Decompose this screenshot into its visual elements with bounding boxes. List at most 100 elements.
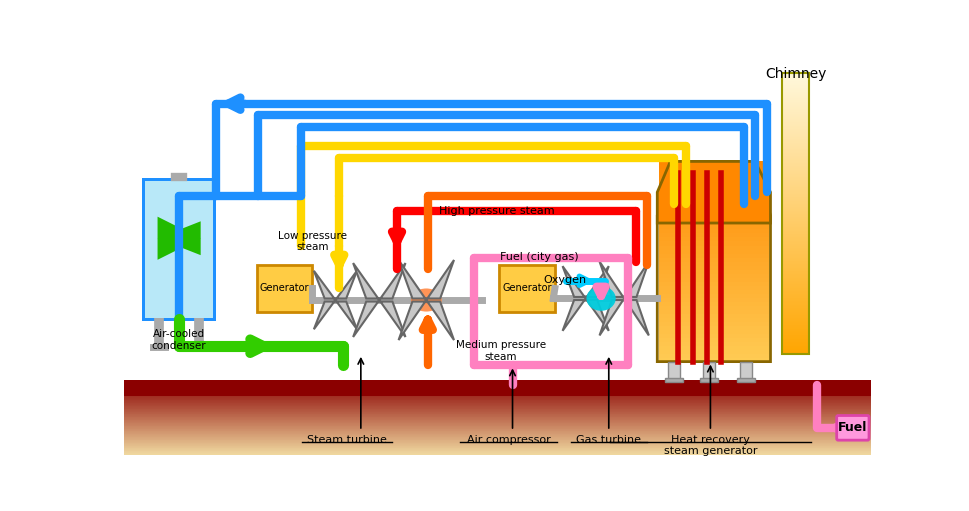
Bar xyxy=(781,230,808,231)
Bar xyxy=(781,253,808,254)
Bar xyxy=(781,80,808,81)
Bar xyxy=(781,323,808,324)
Bar xyxy=(123,394,870,396)
Bar xyxy=(781,191,808,192)
Text: Low pressure
steam: Low pressure steam xyxy=(277,231,347,252)
Bar xyxy=(781,259,808,260)
Polygon shape xyxy=(658,301,768,306)
Bar xyxy=(123,402,870,403)
Bar xyxy=(781,147,808,148)
Bar xyxy=(781,186,808,187)
Bar xyxy=(499,265,554,312)
Bar xyxy=(123,386,870,388)
Text: Air compressor: Air compressor xyxy=(466,435,550,445)
Bar xyxy=(781,171,808,172)
Bar xyxy=(739,362,751,381)
Bar xyxy=(781,260,808,261)
Bar xyxy=(781,280,808,281)
Bar xyxy=(781,184,808,185)
Bar xyxy=(123,414,870,416)
Polygon shape xyxy=(658,350,768,354)
Bar xyxy=(781,333,808,334)
Bar xyxy=(123,424,870,426)
Bar xyxy=(123,445,870,446)
Bar xyxy=(123,437,870,439)
Bar xyxy=(123,426,870,427)
Bar xyxy=(781,319,808,320)
Bar xyxy=(781,160,808,161)
Bar xyxy=(781,297,808,298)
Bar xyxy=(123,406,870,407)
Bar xyxy=(781,117,808,118)
Bar xyxy=(781,314,808,315)
Bar xyxy=(781,74,808,75)
Bar xyxy=(781,265,808,266)
Bar xyxy=(781,241,808,242)
Bar xyxy=(781,151,808,152)
Bar xyxy=(781,251,808,252)
Bar xyxy=(123,419,870,421)
Bar xyxy=(781,217,808,218)
Bar xyxy=(781,187,808,188)
Bar xyxy=(781,241,808,242)
Bar xyxy=(123,421,870,423)
Polygon shape xyxy=(658,310,768,314)
Bar xyxy=(781,215,808,216)
Bar xyxy=(781,86,808,87)
Ellipse shape xyxy=(411,289,441,312)
Polygon shape xyxy=(658,354,768,358)
Bar xyxy=(257,265,312,312)
Bar xyxy=(781,169,808,170)
Bar xyxy=(781,308,808,309)
Bar xyxy=(123,404,870,406)
Bar xyxy=(781,134,808,135)
Polygon shape xyxy=(157,221,201,255)
Text: Generator: Generator xyxy=(260,284,309,293)
Bar xyxy=(781,347,808,349)
Bar xyxy=(781,74,808,75)
Polygon shape xyxy=(658,205,768,210)
Bar xyxy=(781,300,808,301)
Bar xyxy=(123,454,870,455)
Bar xyxy=(123,434,870,435)
Bar xyxy=(781,216,808,217)
Bar xyxy=(781,133,808,134)
Bar xyxy=(781,281,808,282)
Bar xyxy=(781,189,808,190)
Bar xyxy=(781,114,808,115)
Bar xyxy=(781,89,808,90)
Bar xyxy=(781,177,808,178)
Polygon shape xyxy=(658,282,768,286)
Bar xyxy=(781,282,808,283)
Bar xyxy=(781,92,808,94)
Bar xyxy=(781,289,808,290)
Polygon shape xyxy=(314,271,357,300)
Polygon shape xyxy=(658,266,768,269)
Bar xyxy=(781,174,808,175)
Polygon shape xyxy=(658,269,768,273)
Bar xyxy=(781,221,808,222)
Bar xyxy=(781,188,808,189)
Bar xyxy=(781,269,808,270)
Bar xyxy=(123,440,870,442)
Bar xyxy=(781,317,808,318)
Bar xyxy=(781,161,808,162)
Polygon shape xyxy=(658,234,768,238)
Bar xyxy=(781,236,808,237)
Bar xyxy=(781,127,808,128)
Polygon shape xyxy=(658,245,768,249)
Bar xyxy=(123,405,870,406)
Bar xyxy=(781,84,808,85)
Bar xyxy=(123,437,870,438)
Bar xyxy=(781,224,808,225)
Bar xyxy=(781,219,808,220)
Bar xyxy=(781,320,808,321)
Bar xyxy=(781,100,808,101)
Bar xyxy=(781,77,808,78)
Bar xyxy=(781,271,808,272)
Bar xyxy=(781,194,808,195)
Bar xyxy=(123,398,870,400)
Bar xyxy=(781,168,808,169)
Bar xyxy=(781,286,808,287)
Bar xyxy=(781,294,808,295)
